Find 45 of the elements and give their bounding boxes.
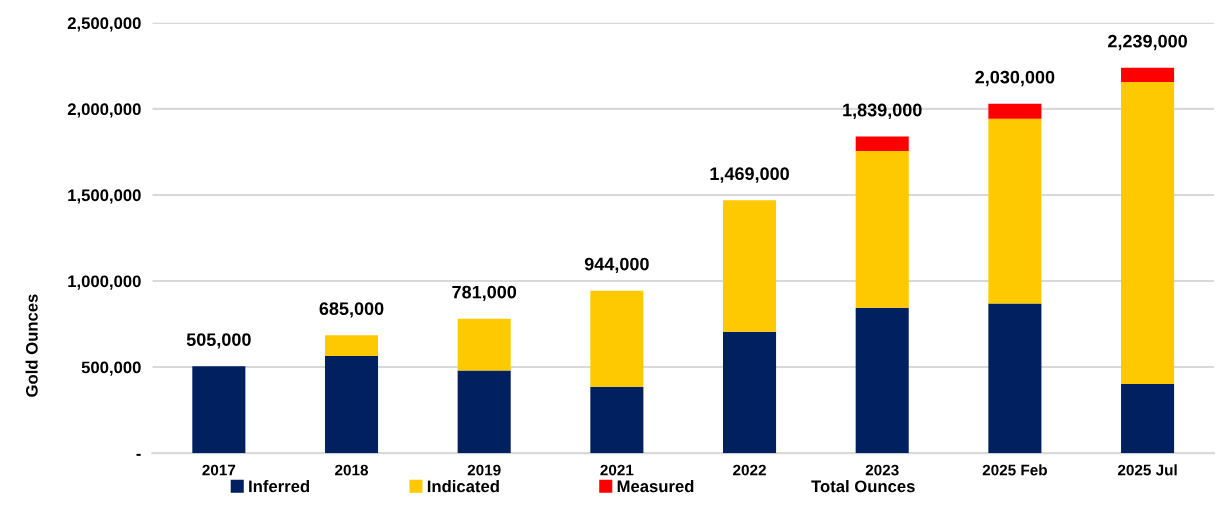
x-tick-label: 2022 [733, 464, 766, 476]
bar [590, 386, 644, 454]
bar [590, 290, 644, 387]
total-label: 505,000 [186, 333, 251, 349]
bar [1121, 82, 1175, 384]
total-label: 2,030,000 [975, 70, 1055, 87]
y-tick-label: 1,000,000 [68, 275, 141, 290]
x-tick-label: 2019 [467, 464, 501, 476]
bar [855, 136, 909, 151]
total-label: 1,839,000 [843, 103, 922, 120]
bar [324, 335, 379, 356]
bar [855, 307, 909, 454]
x-tick-label: 2017 [202, 464, 236, 476]
y-tick-label: - [136, 453, 141, 456]
x-tick-label: 2025 Feb [982, 464, 1047, 476]
y-tick-label: 2,500,000 [67, 17, 141, 32]
y-tick-label: 500,000 [81, 361, 141, 376]
bar [723, 200, 777, 332]
bar [457, 318, 511, 371]
bar [723, 331, 777, 454]
y-tick-label: 2,000,000 [67, 103, 141, 118]
total-label: 944,000 [584, 257, 649, 274]
x-tick-label: 2021 [600, 464, 634, 476]
legend-label: Measured [617, 480, 694, 493]
y-tick-label: 1,500,000 [68, 189, 141, 204]
x-tick-label: 2025 Jul [1117, 464, 1177, 476]
x-tick-label: 2023 [865, 464, 899, 476]
total-label: 1,469,000 [710, 167, 789, 183]
bar [988, 303, 1042, 454]
total-label: 2,239,000 [1108, 34, 1187, 51]
bar [988, 103, 1042, 119]
total-label: 781,000 [452, 285, 517, 302]
bar [324, 355, 379, 454]
bar [1121, 383, 1175, 454]
bar [192, 366, 246, 454]
x-tick-label: 2018 [335, 464, 369, 476]
bar [1121, 67, 1175, 83]
legend-label: Inferred [249, 480, 310, 493]
bar [457, 370, 511, 454]
bar [855, 150, 909, 308]
text: Total Ounces [811, 480, 915, 493]
legend-label: Indicated [427, 480, 499, 493]
bar [988, 118, 1042, 304]
total-label: 685,000 [319, 302, 384, 318]
y-axis-title: Gold Ounces [25, 294, 38, 397]
